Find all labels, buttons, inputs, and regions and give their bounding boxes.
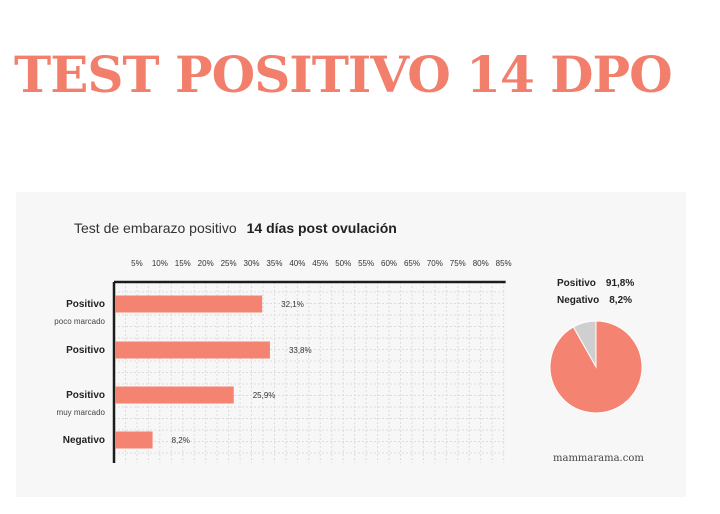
x-tick-label: 65% (404, 259, 420, 268)
bar (115, 431, 153, 449)
x-tick-label: 80% (473, 259, 489, 268)
bar (115, 295, 263, 313)
bar-value-label: 25,9% (253, 391, 276, 400)
watermark: mammarama.com (553, 453, 644, 464)
pie-legend: Positivo 91,8% Negativo 8,2% (557, 278, 634, 312)
x-tick-label: 15% (175, 259, 191, 268)
chart-title-bold: 14 días post ovulación (246, 220, 397, 236)
x-tick-label: 10% (152, 259, 168, 268)
pie-legend-label: Positivo (557, 278, 596, 289)
x-tick-label: 30% (244, 259, 260, 268)
pie-legend-negativo: Negativo 8,2% (557, 295, 634, 312)
chart-title: Test de embarazo positivo 14 días post ov… (74, 220, 397, 236)
pie-legend-value: 91,8% (605, 278, 635, 289)
pie-legend-value: 8,2% (609, 295, 633, 306)
headline: TEST POSITIVO 14 DPO (14, 45, 673, 104)
category-label: Positivo (66, 390, 105, 401)
category-label: Positivo (66, 345, 105, 356)
x-tick-label: 60% (381, 259, 397, 268)
pie-legend-positivo: Positivo 91,8% (557, 278, 634, 295)
bar-value-label: 8,2% (172, 436, 190, 445)
x-tick-label: 55% (358, 259, 374, 268)
bar-value-label: 33,8% (289, 346, 312, 355)
bar (115, 341, 270, 359)
bar (115, 386, 234, 404)
pie-slice-positivo (549, 320, 643, 414)
category-sublabel: poco marcado (54, 317, 105, 326)
x-tick-label: 20% (198, 259, 214, 268)
category-label: Positivo (66, 299, 105, 310)
x-tick-label: 35% (266, 259, 282, 268)
x-tick-label: 85% (496, 259, 512, 268)
chart-title-regular: Test de embarazo positivo (74, 220, 237, 236)
x-tick-label: 5% (131, 259, 143, 268)
x-tick-label: 40% (289, 259, 305, 268)
pie-legend-label: Negativo (557, 295, 600, 306)
x-tick-label: 45% (312, 259, 328, 268)
category-sublabel: muy marcado (57, 408, 106, 417)
category-label: Negativo (63, 435, 105, 446)
bar-value-label: 32,1% (281, 300, 304, 309)
x-tick-label: 75% (450, 259, 466, 268)
x-tick-label: 25% (221, 259, 237, 268)
x-tick-label: 50% (335, 259, 351, 268)
x-tick-label: 70% (427, 259, 443, 268)
